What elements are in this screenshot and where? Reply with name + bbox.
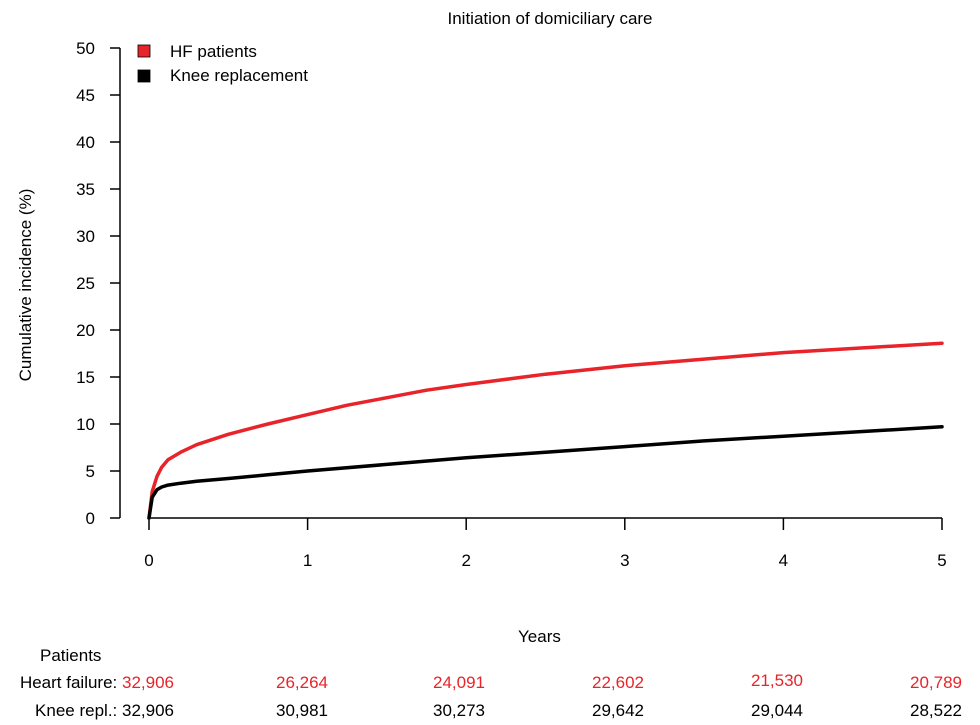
risk-value: 21,530: [751, 671, 803, 690]
y-tick-label: 25: [76, 274, 95, 293]
risk-value: 28,522: [910, 701, 962, 720]
risk-row-label-text: Knee repl.:: [35, 701, 122, 720]
risk-value: 29,044: [751, 701, 803, 720]
y-tick-label: 15: [76, 368, 95, 387]
legend-swatch-knee: [137, 69, 151, 83]
chart-svg: Initiation of domiciliary care Cumulativ…: [16, 9, 947, 570]
y-tick-label: 10: [76, 415, 95, 434]
risk-value: 22,602: [592, 673, 644, 692]
legend-label-hf: HF patients: [170, 42, 257, 61]
series-line-hf: [147, 341, 944, 520]
y-tick-label: 20: [76, 321, 95, 340]
risk-row-label-hf: Heart failure: 32,906: [20, 673, 174, 693]
y-tick-label: 45: [76, 86, 95, 105]
series-line-knee: [147, 425, 944, 520]
risk-value: 26,264: [276, 673, 328, 692]
risk-row-label-text: Heart failure:: [19, 673, 122, 692]
series-layer: [147, 341, 944, 520]
y-tick-label: 0: [86, 509, 95, 528]
risk-table-header: Patients: [40, 646, 102, 665]
x-ticks: 0 1 2 3 4 5: [144, 518, 947, 570]
risk-value: 30,273: [433, 701, 485, 720]
x-tick-label: 0: [144, 551, 153, 570]
x-tick-label: 3: [620, 551, 629, 570]
x-tick-label: 4: [779, 551, 788, 570]
legend-label-knee: Knee replacement: [170, 66, 308, 85]
y-tick-label: 30: [76, 227, 95, 246]
y-ticks: 0 5 10 15 20 25 30 35 40 45 50: [76, 39, 120, 528]
risk-value: 29,642: [592, 701, 644, 720]
legend-swatch-hf: [137, 44, 151, 58]
risk-value: 30,981: [276, 701, 328, 720]
x-axis-label: Years: [518, 627, 561, 646]
x-tick-label: 5: [937, 551, 946, 570]
legend: HF patients Knee replacement: [137, 42, 308, 85]
y-tick-label: 5: [86, 462, 95, 481]
risk-value: 32,906: [122, 701, 174, 720]
chart-title: Initiation of domiciliary care: [447, 9, 652, 28]
y-tick-label: 50: [76, 39, 95, 58]
risk-value: 24,091: [433, 673, 485, 692]
y-tick-label: 40: [76, 133, 95, 152]
risk-row-label-knee: Knee repl.: 32,906: [35, 701, 174, 721]
x-tick-label: 2: [461, 551, 470, 570]
y-tick-label: 35: [76, 180, 95, 199]
y-axis-label: Cumulative incidence (%): [16, 189, 35, 382]
risk-value: 32,906: [122, 673, 174, 692]
x-tick-label: 1: [303, 551, 312, 570]
risk-value: 20,789: [910, 673, 962, 692]
